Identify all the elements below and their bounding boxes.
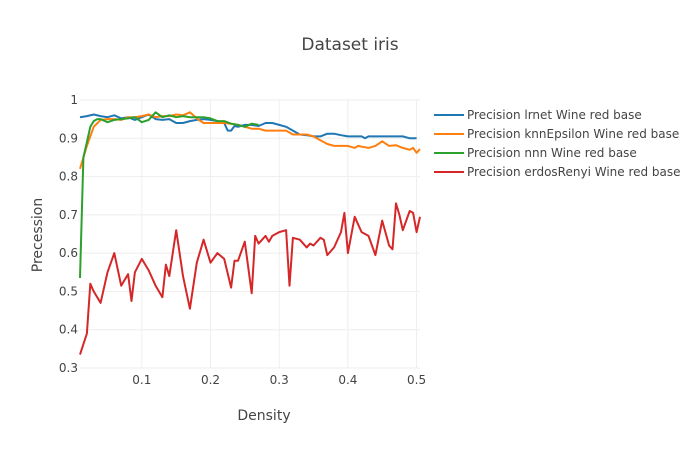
x-tick-label: 0.1 [132,373,151,387]
y-axis-ticks: 0.3 0.4 0.5 0.6 0.7 0.8 0.9 1 [59,93,78,375]
legend-label: Precision lrnet Wine red base [467,108,642,122]
plot-area [79,111,421,355]
chart-title: Dataset iris [301,35,398,55]
x-tick-label: 0.3 [270,373,289,387]
y-tick-label: 0.5 [59,284,78,298]
legend-item-3[interactable]: Precision erdosRenyi Wine red base [434,165,681,179]
x-tick-label: 0.4 [338,373,357,387]
y-axis-label: Precession [30,198,46,272]
y-tick-label: 0.4 [59,323,78,337]
y-tick-label: 1 [70,93,78,107]
y-tick-label: 0.8 [59,170,78,184]
legend[interactable]: Precision lrnet Wine red base Precision k… [434,108,681,179]
legend-item-2[interactable]: Precision nnn Wine red base [434,146,637,160]
series-line-2[interactable] [79,111,259,279]
y-tick-label: 0.7 [59,208,78,222]
x-tick-label: 0.5 [407,373,426,387]
y-tick-label: 0.6 [59,246,78,260]
legend-label: Precision nnn Wine red base [467,146,637,160]
x-axis-ticks: 0.1 0.2 0.3 0.4 0.5 [132,373,426,387]
series-line-1[interactable] [79,111,421,170]
y-tick-label: 0.3 [59,361,78,375]
legend-item-1[interactable]: Precision knnEpsilon Wine red base [434,127,679,141]
x-tick-label: 0.2 [201,373,220,387]
legend-label: Precision knnEpsilon Wine red base [467,127,679,141]
y-tick-label: 0.9 [59,131,78,145]
x-axis-label: Density [237,408,290,424]
legend-item-0[interactable]: Precision lrnet Wine red base [434,108,642,122]
legend-label: Precision erdosRenyi Wine red base [467,165,681,179]
grid-lines [80,99,420,369]
series-line-3[interactable] [79,202,421,355]
series-line-0[interactable] [79,113,417,140]
